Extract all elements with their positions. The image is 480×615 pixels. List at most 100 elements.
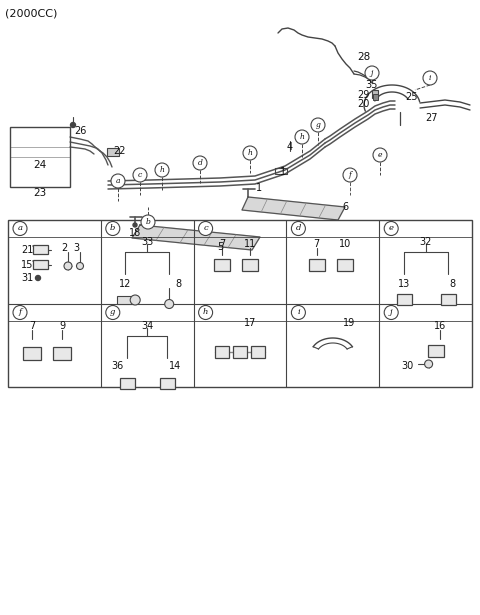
Circle shape <box>384 306 398 320</box>
Text: 3: 3 <box>73 243 79 253</box>
Text: 5: 5 <box>217 242 223 252</box>
Bar <box>53 347 72 360</box>
Circle shape <box>106 221 120 236</box>
Text: i: i <box>297 309 300 317</box>
Text: 31: 31 <box>21 273 33 283</box>
Bar <box>372 90 378 98</box>
Text: c: c <box>138 171 142 179</box>
Circle shape <box>425 360 432 368</box>
Polygon shape <box>242 197 345 220</box>
Text: 34: 34 <box>141 321 153 331</box>
Polygon shape <box>132 225 260 250</box>
Circle shape <box>365 66 379 80</box>
Circle shape <box>384 221 398 236</box>
Text: e: e <box>389 224 394 232</box>
Bar <box>10 127 70 187</box>
Circle shape <box>291 306 305 320</box>
Bar <box>309 259 325 271</box>
Text: 19: 19 <box>343 318 355 328</box>
Circle shape <box>295 130 309 144</box>
Text: a: a <box>17 224 23 232</box>
Text: 15: 15 <box>21 260 34 270</box>
Text: 6: 6 <box>342 202 348 212</box>
Bar <box>107 148 119 156</box>
Text: 23: 23 <box>34 188 47 198</box>
Bar <box>275 168 287 174</box>
Text: 2: 2 <box>61 243 67 253</box>
Bar <box>441 294 456 305</box>
Bar <box>242 259 258 271</box>
Text: 10: 10 <box>339 239 351 249</box>
Text: e: e <box>378 151 382 159</box>
Text: f: f <box>18 309 22 317</box>
Circle shape <box>343 168 357 182</box>
Bar <box>120 378 135 389</box>
Circle shape <box>111 174 125 188</box>
Text: d: d <box>296 224 301 232</box>
Text: b: b <box>110 224 116 232</box>
Bar <box>8 220 472 387</box>
Bar <box>215 346 229 358</box>
Text: 29: 29 <box>357 90 370 100</box>
Text: j: j <box>371 69 373 77</box>
Circle shape <box>106 306 120 320</box>
Text: h: h <box>248 149 252 157</box>
Text: 1: 1 <box>256 183 262 193</box>
Bar <box>337 259 353 271</box>
Text: 26: 26 <box>74 126 86 136</box>
Text: 33: 33 <box>141 237 153 247</box>
Circle shape <box>243 146 257 160</box>
Circle shape <box>199 306 213 320</box>
Circle shape <box>373 148 387 162</box>
Text: 11: 11 <box>244 239 256 249</box>
Bar <box>117 296 133 304</box>
Circle shape <box>64 262 72 270</box>
Text: h: h <box>203 309 208 317</box>
Text: 14: 14 <box>169 361 181 371</box>
Circle shape <box>36 276 40 280</box>
Text: 27: 27 <box>425 113 437 123</box>
Bar <box>233 346 247 358</box>
Text: 24: 24 <box>34 160 47 170</box>
Text: 13: 13 <box>397 279 410 289</box>
Bar <box>160 378 175 389</box>
Circle shape <box>13 221 27 236</box>
Circle shape <box>165 300 174 309</box>
Text: g: g <box>110 309 116 317</box>
Text: 35: 35 <box>365 80 377 90</box>
Text: 36: 36 <box>111 361 123 371</box>
Circle shape <box>311 118 325 132</box>
Circle shape <box>423 71 437 85</box>
Circle shape <box>155 163 169 177</box>
Text: h: h <box>159 166 165 174</box>
Text: 1: 1 <box>280 167 286 177</box>
Text: 8: 8 <box>450 279 456 289</box>
Text: 12: 12 <box>119 279 132 289</box>
Text: 28: 28 <box>357 52 370 62</box>
Text: b: b <box>145 218 150 226</box>
Text: g: g <box>315 121 321 129</box>
Circle shape <box>133 223 137 227</box>
Text: d: d <box>198 159 203 167</box>
Text: 30: 30 <box>401 361 414 371</box>
Text: 20: 20 <box>357 99 370 109</box>
Text: (2000CC): (2000CC) <box>5 8 58 18</box>
Circle shape <box>141 215 155 229</box>
Text: j: j <box>390 309 393 317</box>
Circle shape <box>199 221 213 236</box>
Text: 21: 21 <box>21 245 34 255</box>
Text: 7: 7 <box>219 239 225 249</box>
Text: 8: 8 <box>175 279 181 289</box>
Text: 25: 25 <box>405 92 418 102</box>
Bar <box>24 347 41 360</box>
Text: 16: 16 <box>433 321 446 331</box>
Bar <box>428 345 444 357</box>
Bar <box>396 294 411 305</box>
Text: f: f <box>348 171 351 179</box>
Circle shape <box>291 221 305 236</box>
Text: a: a <box>116 177 120 185</box>
Text: 22: 22 <box>114 146 126 156</box>
Text: 9: 9 <box>60 321 65 331</box>
Circle shape <box>76 263 84 269</box>
Bar <box>33 245 48 254</box>
